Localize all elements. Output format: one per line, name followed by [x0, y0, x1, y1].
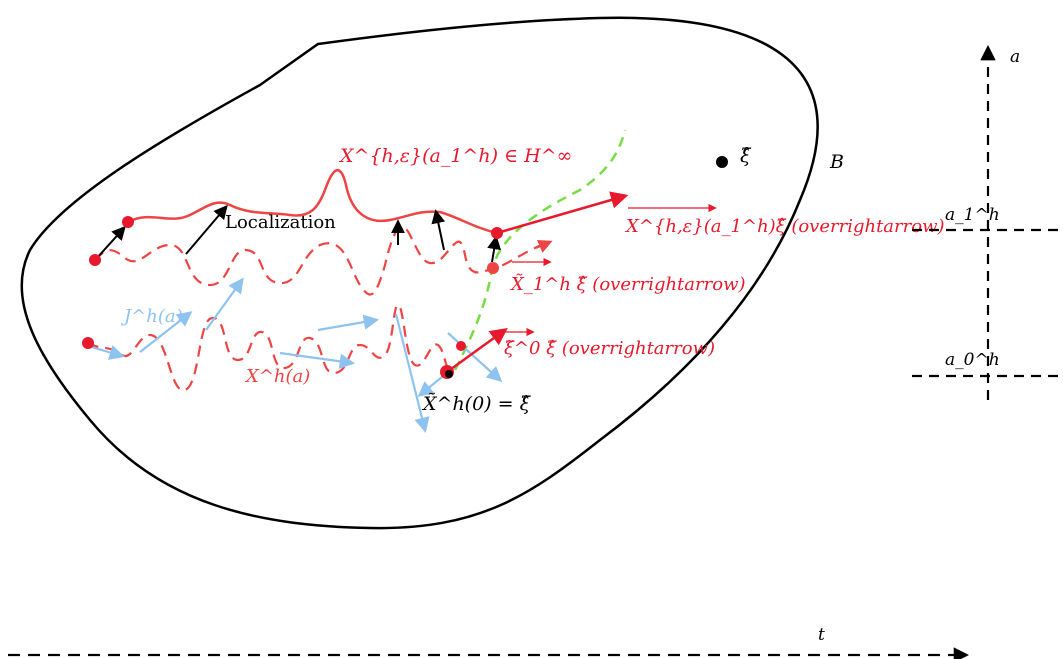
region-outline: [20, 16, 819, 530]
start-point-upper: [89, 254, 101, 266]
label-xi-hat: ξ̂: [740, 145, 752, 167]
label-localization: Localization: [225, 212, 336, 233]
label-axis-t: t: [818, 625, 825, 645]
refined-start-point: [122, 216, 134, 228]
jacobian-arrow-1: [87, 344, 125, 360]
tangent-arrow-xi0: [446, 327, 508, 374]
jacobian-arrow-3: [205, 277, 244, 331]
localization-arrow-1: [95, 225, 126, 260]
label-start-point: X̃^h(0) = ξ̂: [421, 393, 532, 415]
label-region: B: [829, 151, 844, 173]
jacobian-arrow-2: [139, 311, 193, 353]
upper-dashed-path: [94, 226, 551, 296]
upper-path-end-point: [487, 262, 499, 274]
refined-path: [127, 169, 498, 235]
jacobian-arrow-7: [447, 332, 503, 383]
localization-arrow-2: [185, 204, 228, 255]
label-tangent-xi0: ξ̃^0 ξ̂ (overrightarrow): [504, 338, 715, 359]
label-a0: a_0^h: [945, 350, 1000, 370]
green-dashed-curve: [453, 129, 627, 371]
initial-point-core: [445, 370, 453, 378]
jacobian-arrow-4: [279, 351, 356, 369]
xi-hat-point: [716, 156, 728, 168]
start-point-lower: [82, 337, 94, 349]
localization-arrow-4: [431, 209, 446, 251]
label-a1: a_1^h: [945, 205, 1000, 225]
label-jacobian: J^h(a): [120, 306, 183, 327]
label-axis-a: a: [1010, 47, 1020, 67]
upper-path-end-arrow: [535, 239, 553, 253]
label-refined-path: X^{h,ε}(a_1^h) ∈ H^∞: [338, 145, 572, 167]
lower-dashed-path: [87, 303, 453, 392]
localization-arrow-5: [487, 235, 502, 263]
label-tangent-refined: X^{h,ε}(a_1^h)ξ̂ (overrightarrow): [624, 216, 945, 237]
jacobian-arrow-5: [317, 314, 380, 332]
label-path-family: X^h(a): [244, 366, 310, 387]
tangent-arrow-refined: [496, 191, 629, 235]
jacobian-arrow-6: [394, 313, 430, 433]
refined-end-point: [491, 227, 503, 239]
lower-small-point: [456, 341, 466, 351]
label-tangent-x1: X̃_1^h ξ̂ (overrightarrow): [509, 273, 746, 295]
